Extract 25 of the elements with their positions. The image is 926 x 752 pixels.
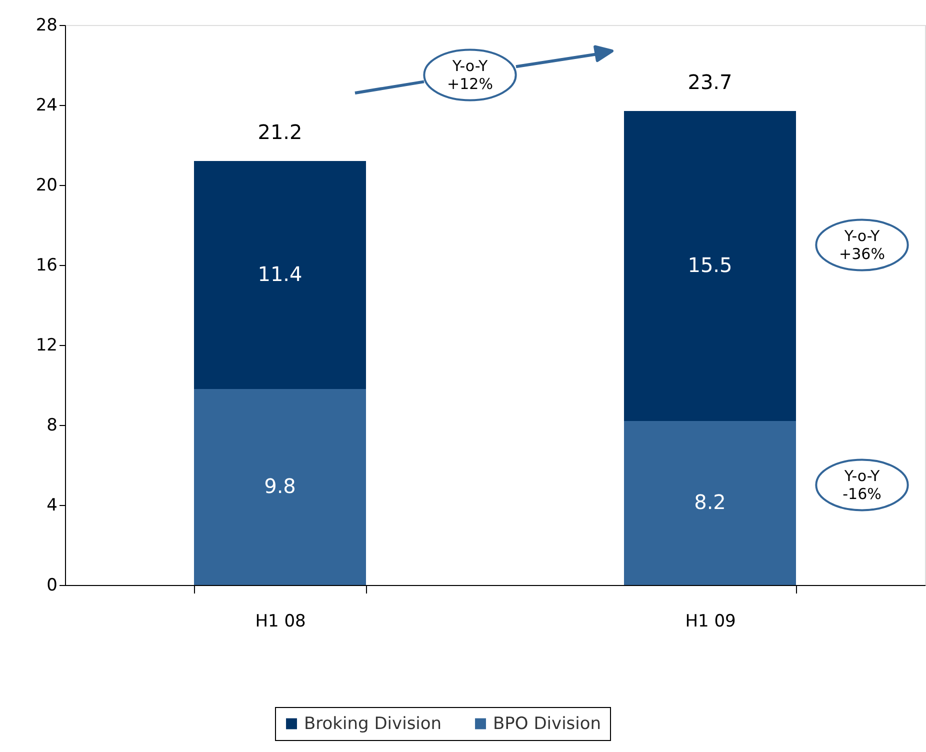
y-tick-label: 4	[46, 496, 58, 516]
y-tick-label: 12	[36, 336, 58, 356]
y-tick-label: 28	[36, 16, 58, 36]
legend-label: BPO Division	[493, 714, 602, 734]
annotation: Y-o-Y +12%	[447, 57, 493, 93]
data-label: 11.4	[258, 262, 302, 286]
y-tick-label: 0	[46, 576, 58, 596]
data-label: 9.8	[264, 474, 296, 498]
bar	[194, 161, 366, 389]
bar	[194, 389, 366, 585]
y-tick-label: 16	[36, 256, 58, 276]
annotation: Y-o-Y -16%	[842, 467, 882, 503]
legend-label: Broking Division	[304, 714, 442, 734]
bar	[624, 421, 796, 585]
total-label: 23.7	[688, 70, 732, 94]
y-tick-label: 20	[36, 176, 58, 196]
annotation: Y-o-Y +36%	[839, 227, 885, 263]
bar	[624, 111, 796, 421]
total-label: 21.2	[258, 120, 302, 144]
x-tick-label: H1 08	[255, 612, 306, 632]
x-tick-label: H1 09	[685, 612, 736, 632]
data-label: 8.2	[694, 490, 726, 514]
data-label: 15.5	[688, 253, 732, 277]
y-tick-label: 24	[36, 96, 58, 116]
y-tick-label: 8	[46, 416, 58, 436]
